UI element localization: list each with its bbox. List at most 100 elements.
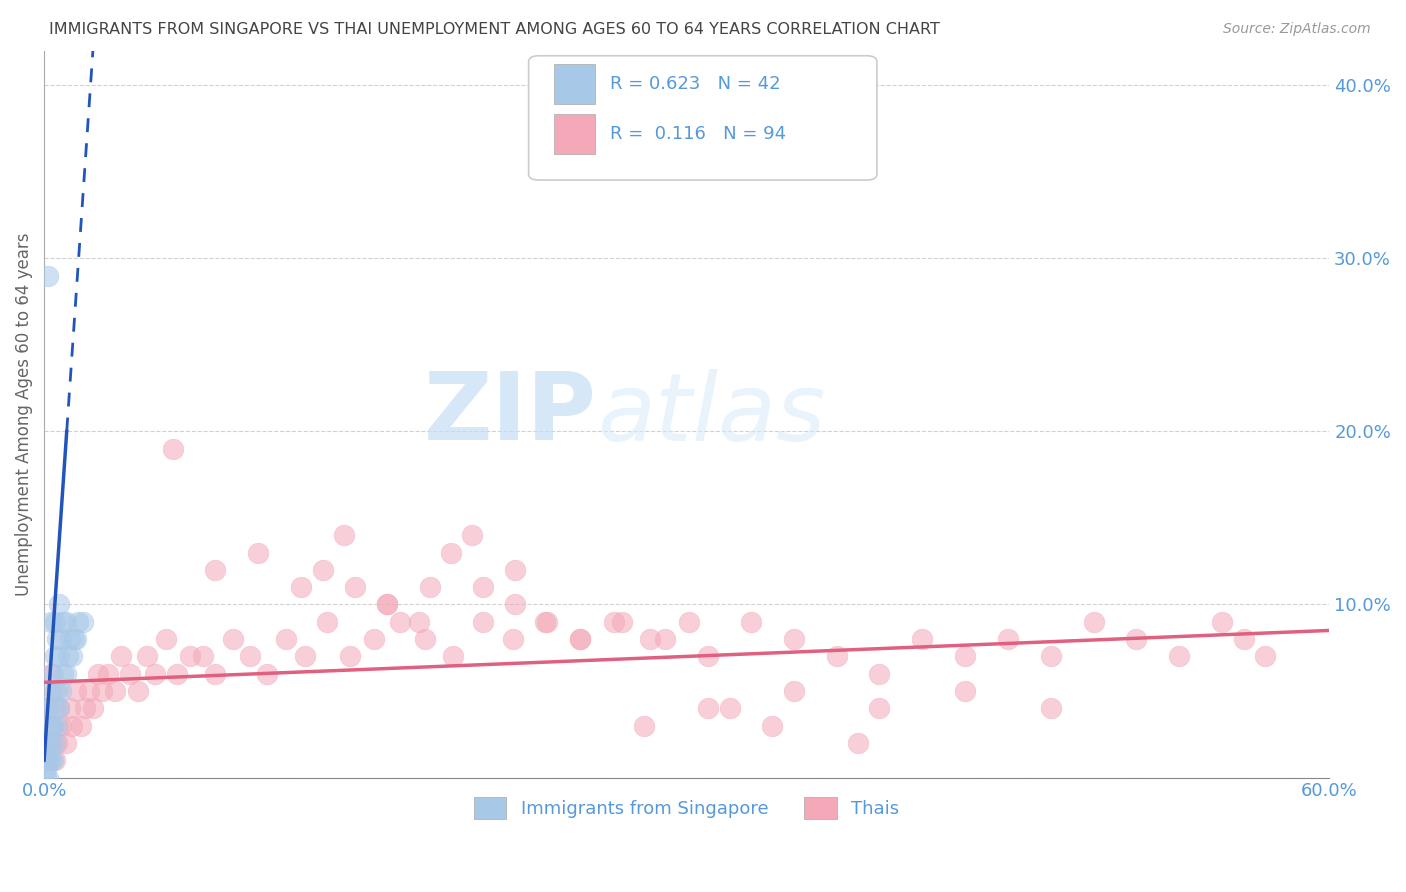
Point [740,615,762,629]
Point [1039,701,1062,715]
Point [536,615,558,629]
Point [505,598,527,612]
Point [44,615,66,629]
Point [37,701,59,715]
Text: R = 0.623   N = 42: R = 0.623 N = 42 [610,76,780,94]
Point [55,736,77,750]
Text: IMMIGRANTS FROM SINGAPORE VS THAI UNEMPLOYMENT AMONG AGES 60 TO 64 YEARS CORRELA: IMMIGRANTS FROM SINGAPORE VS THAI UNEMPL… [49,22,941,37]
Legend: Immigrants from Singapore, Thais: Immigrants from Singapore, Thais [467,790,907,827]
Point [60,718,83,732]
Point [654,632,676,646]
Point [52,615,75,629]
Point [72,615,94,629]
Text: R =  0.116   N = 94: R = 0.116 N = 94 [610,125,786,143]
Point [472,580,495,594]
Point [204,666,226,681]
Point [761,718,783,732]
Point [44,701,66,715]
Point [48,598,70,612]
Point [65,684,87,698]
Point [388,615,411,629]
Point [415,632,437,646]
Point [39,684,62,698]
Point [52,666,75,681]
Point [82,701,104,715]
Point [783,632,806,646]
Point [568,632,591,646]
Point [1232,632,1254,646]
FancyBboxPatch shape [554,114,596,154]
Point [534,615,557,629]
Point [239,649,262,664]
Point [419,580,441,594]
Point [697,701,720,715]
Point [1254,649,1277,664]
Point [502,632,524,646]
Point [46,632,69,646]
Point [37,771,59,785]
Point [461,528,484,542]
Point [343,580,366,594]
Point [37,753,59,767]
Point [1039,649,1062,664]
Point [39,736,62,750]
Point [65,632,87,646]
Point [41,718,63,732]
FancyBboxPatch shape [554,64,596,104]
Point [1211,615,1233,629]
Point [825,649,848,664]
Point [51,632,73,646]
Point [718,701,741,715]
FancyBboxPatch shape [529,56,877,180]
Point [37,753,59,767]
Point [166,666,188,681]
Point [221,632,243,646]
Point [60,649,83,664]
Point [127,684,149,698]
Point [35,762,58,776]
Point [86,666,108,681]
Point [997,632,1019,646]
Point [633,718,655,732]
Point [339,649,361,664]
Point [155,632,177,646]
Point [35,771,58,785]
Point [73,701,96,715]
Point [37,718,59,732]
Point [37,701,59,715]
Point [869,701,891,715]
Point [35,736,58,750]
Point [408,615,430,629]
Point [953,649,976,664]
Point [311,563,333,577]
Point [41,718,63,732]
Point [46,736,69,750]
Point [375,598,398,612]
Point [97,666,120,681]
Text: atlas: atlas [596,368,825,459]
Point [638,632,661,646]
Point [441,649,464,664]
Point [35,753,58,767]
Point [1168,649,1191,664]
Point [46,684,69,698]
Point [256,666,278,681]
Point [69,718,91,732]
Point [247,545,270,559]
Point [35,745,58,759]
Point [118,666,141,681]
Point [59,632,82,646]
Point [39,736,62,750]
Point [315,615,337,629]
Y-axis label: Unemployment Among Ages 60 to 64 years: Unemployment Among Ages 60 to 64 years [15,233,32,596]
Point [363,632,385,646]
Point [612,615,634,629]
Point [67,615,90,629]
Point [440,545,463,559]
Point [55,666,77,681]
Point [135,649,157,664]
Point [472,615,495,629]
Point [44,684,66,698]
Point [333,528,356,542]
Text: ZIP: ZIP [423,368,596,460]
